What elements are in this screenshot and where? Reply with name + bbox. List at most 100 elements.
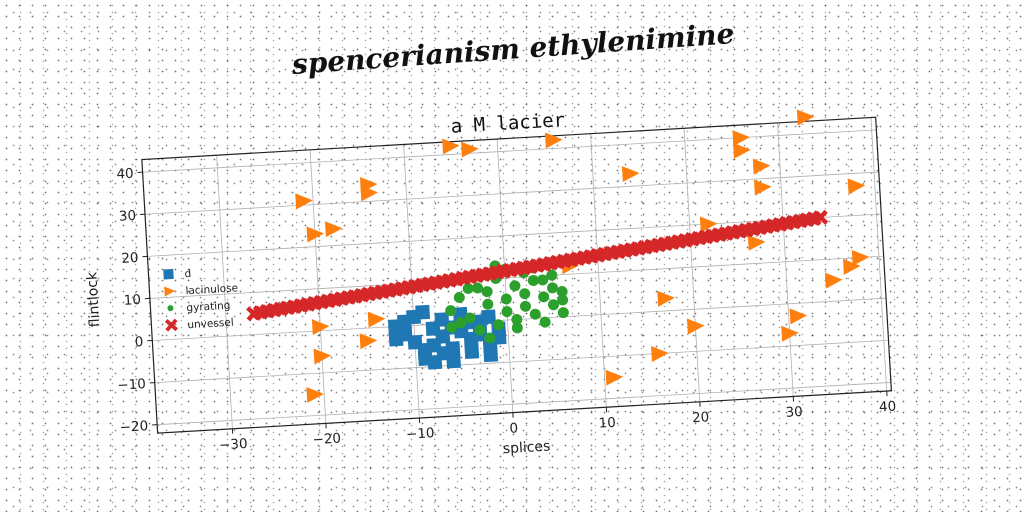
y-tick-label: −20	[119, 418, 148, 436]
x-tick-label: −10	[406, 425, 435, 443]
data-point-gyrating	[519, 300, 531, 312]
data-point-lacinulose	[825, 272, 843, 289]
x-tick-label: 0	[509, 420, 519, 436]
data-point-gyrating	[556, 286, 568, 298]
data-point-gyrating	[537, 274, 549, 286]
axis-ticks: −30 −20 −10 0 10 20 30 40 −20 −10 0 10 20 30 40	[116, 166, 897, 454]
data-point-unvessel	[812, 209, 829, 226]
data-point-lacinulose	[461, 141, 479, 158]
y-axis-label: flintlock	[84, 271, 103, 328]
data-point-gyrating	[511, 313, 523, 325]
data-point-gyrating	[548, 299, 560, 311]
x-tick-label: −20	[312, 431, 341, 449]
data-point-lacinulose	[781, 325, 799, 342]
data-point-gyrating	[509, 280, 521, 292]
data-point-lacinulose	[686, 318, 705, 335]
data-point-lacinulose	[789, 308, 808, 325]
data-point-gyrating	[501, 306, 513, 318]
data-point-gyrating	[492, 319, 504, 331]
data-point-d	[491, 330, 507, 345]
data-point-gyrating	[464, 312, 476, 324]
grid-line-y	[144, 171, 879, 215]
data-point-lacinulose	[621, 166, 640, 183]
data-point-gyrating	[472, 282, 484, 294]
data-point-lacinulose	[313, 348, 332, 365]
data-point-d	[436, 345, 452, 361]
data-point-gyrating	[446, 321, 458, 333]
data-point-gyrating	[557, 294, 569, 306]
x-tick-label: 40	[879, 399, 897, 416]
data-point-d	[464, 344, 480, 360]
grid-line-y	[147, 213, 882, 257]
data-point-lacinulose	[752, 158, 771, 175]
data-point-lacinulose	[842, 258, 861, 275]
x-axis-label: splices	[502, 439, 550, 458]
grid-line-x	[309, 149, 327, 424]
legend-label-gyrating: gyrating	[186, 300, 231, 315]
grid	[142, 117, 891, 429]
y-tick-label: 20	[121, 250, 139, 267]
data-point-d	[415, 304, 431, 320]
y-tick-label: 0	[134, 334, 144, 350]
legend: d lacinulose gyrating unvessel	[163, 268, 238, 332]
data-point-lacinulose	[733, 142, 751, 159]
data-point-gyrating	[538, 291, 550, 303]
data-point-lacinulose	[796, 109, 815, 126]
data-point-gyrating	[474, 324, 486, 336]
data-point-lacinulose	[311, 319, 330, 336]
grid-line-y	[142, 129, 877, 173]
plot-frame	[141, 116, 893, 434]
data-point-gyrating	[547, 282, 559, 294]
data-point-gyrating	[529, 308, 541, 320]
data-point-lacinulose	[847, 178, 866, 195]
legend-marker-lacinulose	[164, 286, 176, 297]
data-point-gyrating	[481, 286, 493, 298]
y-tick-label: 10	[123, 292, 141, 309]
data-point-lacinulose	[747, 234, 766, 251]
data-point-lacinulose	[359, 333, 378, 350]
x-tick-label: −30	[219, 436, 248, 454]
grid-line-y	[149, 255, 884, 299]
y-tick-label: 30	[118, 208, 136, 225]
data-point-lacinulose	[442, 138, 460, 155]
grid-line-y	[154, 339, 889, 383]
data-point-lacinulose	[605, 369, 624, 386]
data-point-lacinulose	[699, 216, 718, 233]
grid-line-x	[870, 117, 888, 392]
data-point-lacinulose	[657, 290, 675, 307]
legend-label-unvessel: unvessel	[187, 317, 234, 332]
data-point-lacinulose	[324, 221, 343, 238]
data-point-gyrating	[445, 305, 457, 317]
data-point-d	[483, 347, 499, 363]
grid-line-y	[157, 381, 891, 426]
series-lacinulose	[295, 109, 870, 403]
data-point-d	[481, 309, 496, 325]
grid-line-x	[683, 128, 701, 402]
legend-marker-gyrating	[167, 305, 174, 312]
y-tick-label: 40	[116, 166, 134, 183]
data-point-lacinulose	[306, 386, 325, 403]
x-tick-label: 30	[785, 404, 803, 421]
data-point-gyrating	[539, 316, 551, 328]
data-point-lacinulose	[367, 311, 386, 328]
grid-line-x	[590, 133, 607, 408]
legend-label-d: d	[184, 268, 191, 280]
data-point-lacinulose	[295, 193, 313, 210]
y-tick-label: −10	[117, 376, 146, 394]
x-tick-label: 20	[692, 409, 710, 426]
data-point-gyrating	[519, 288, 531, 300]
data-point-d	[388, 331, 404, 347]
grid-line-x	[216, 155, 233, 429]
legend-marker-d	[163, 268, 174, 280]
data-point-gyrating	[482, 298, 494, 310]
grid-line-x	[777, 122, 794, 397]
data-point-gyrating	[484, 332, 496, 344]
series-unvessel	[246, 209, 829, 322]
x-tick-label: 10	[598, 415, 616, 432]
data-point-lacinulose	[651, 345, 669, 362]
chart-title: a M lacier	[450, 109, 565, 138]
legend-label-lacinulose: lacinulose	[185, 282, 238, 297]
data-point-lacinulose	[753, 179, 772, 196]
data-point-d	[417, 342, 433, 358]
